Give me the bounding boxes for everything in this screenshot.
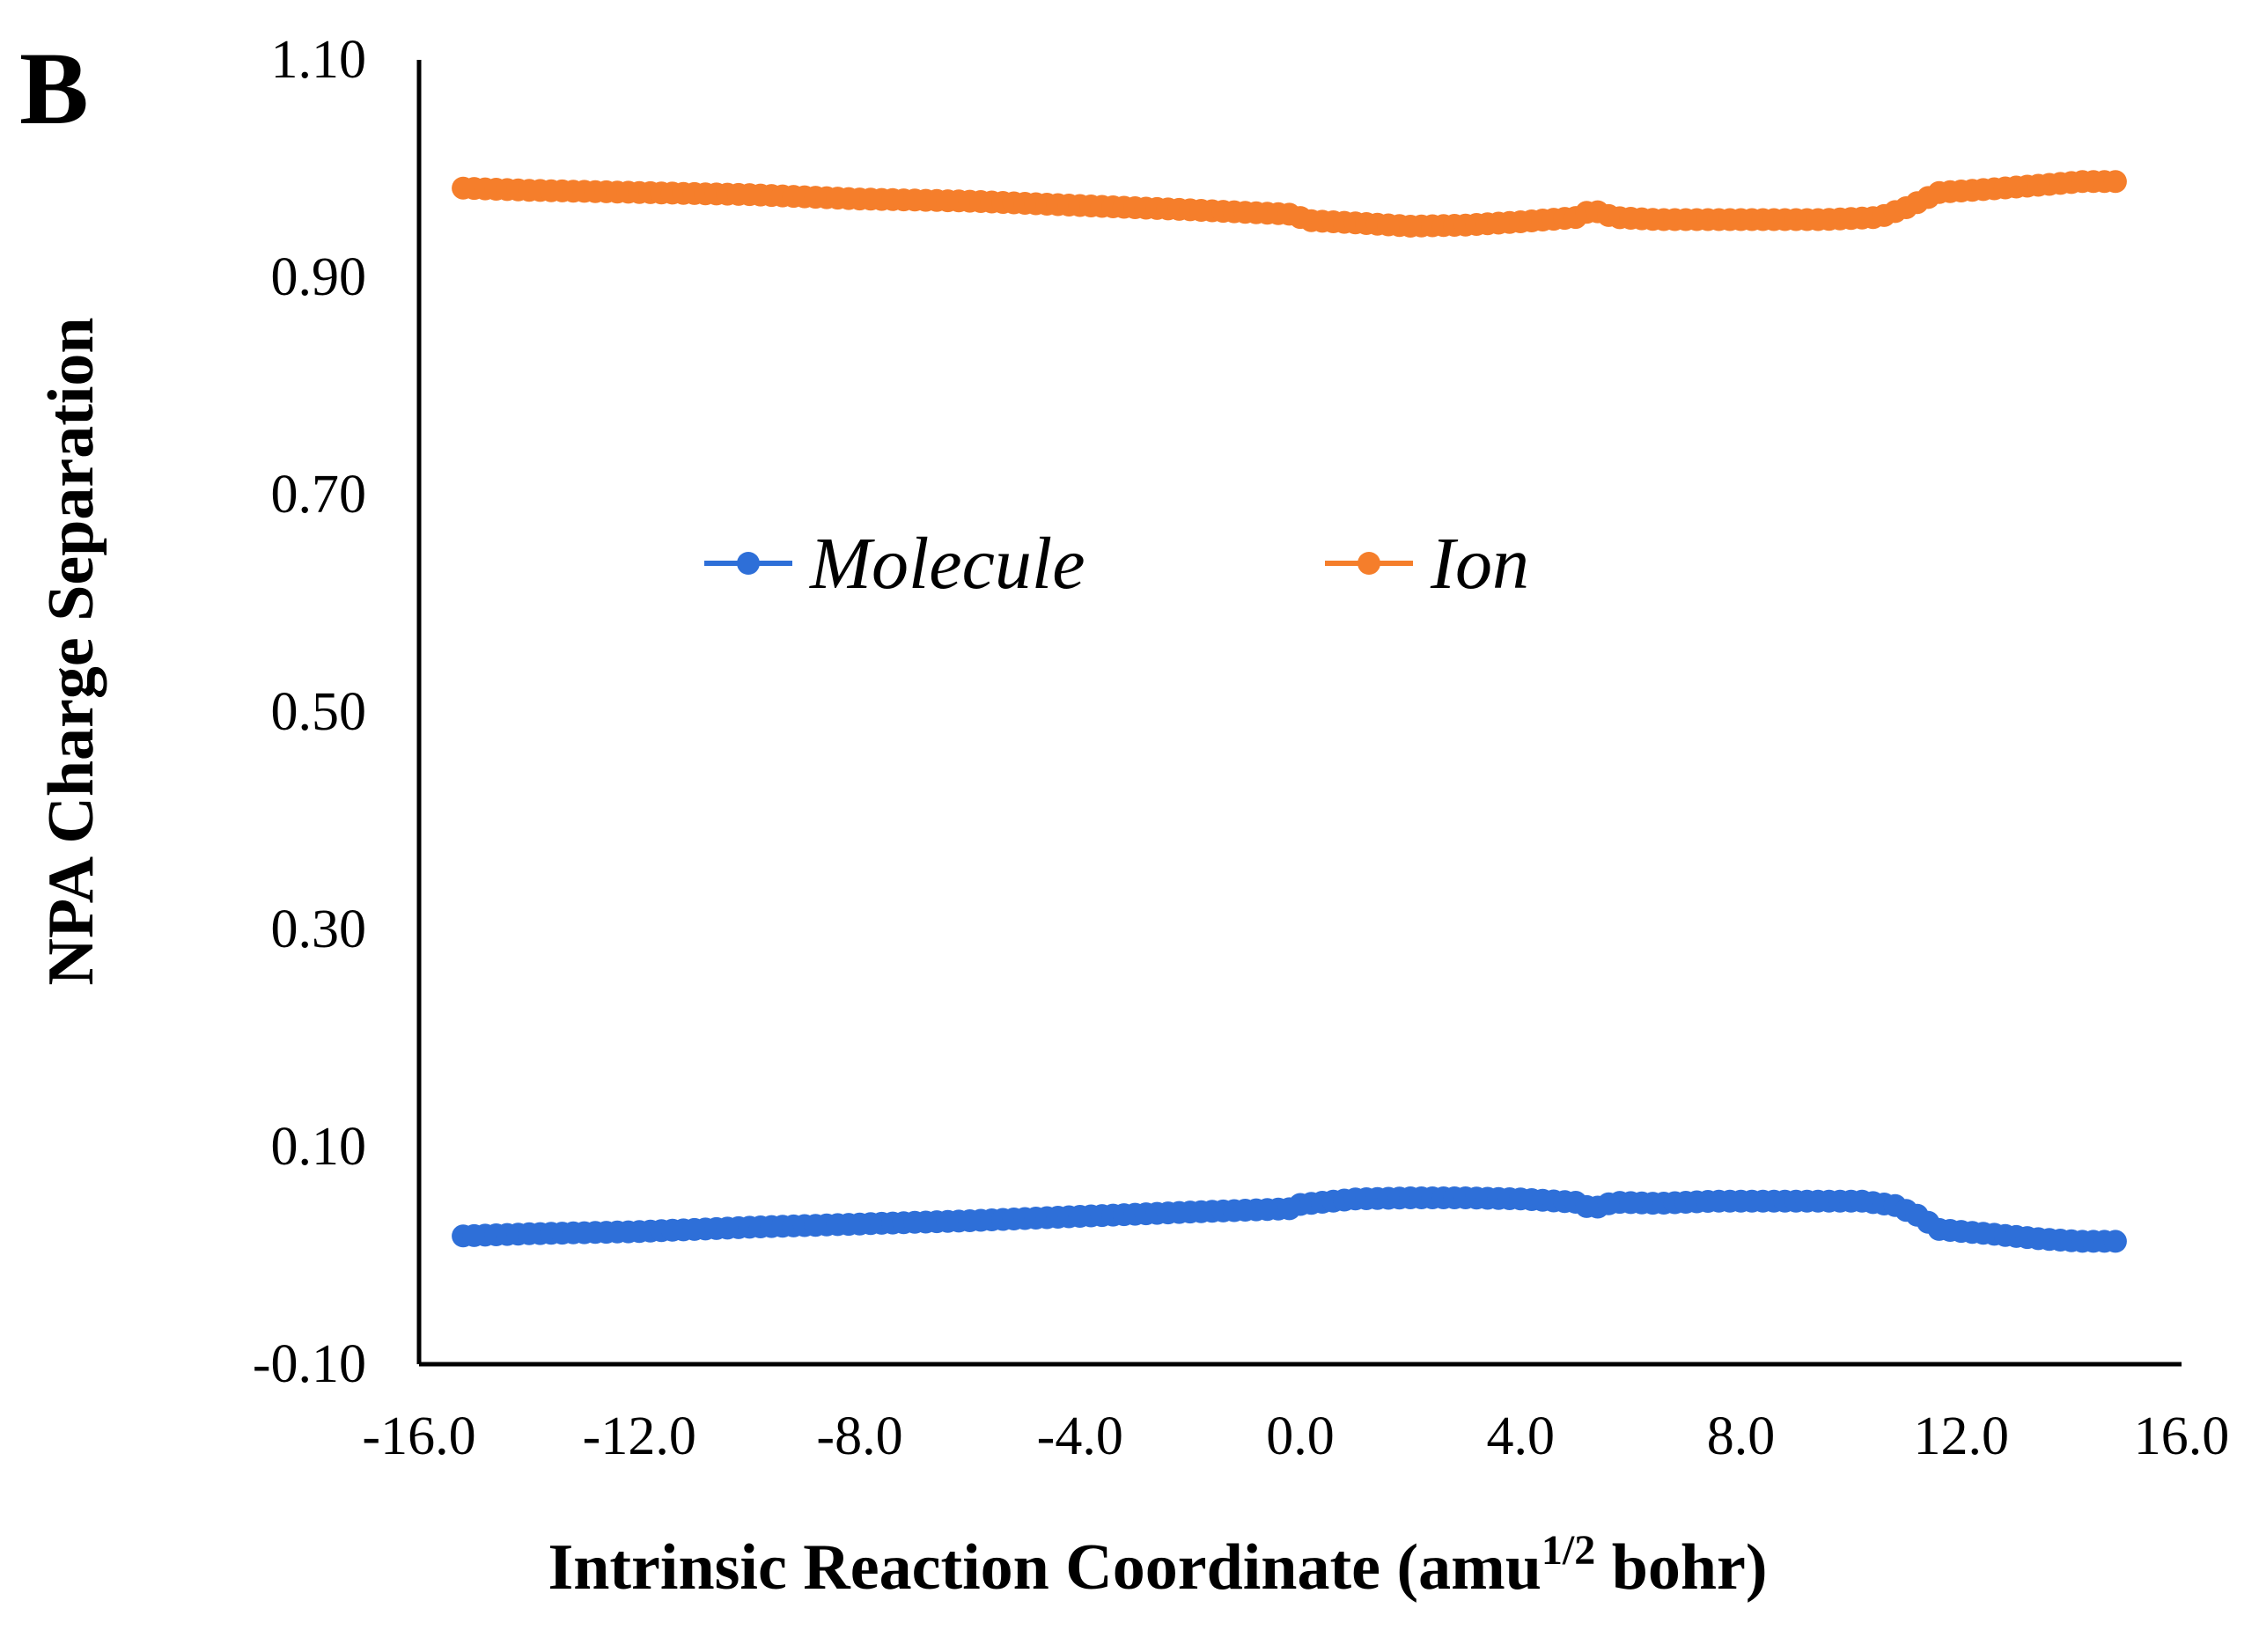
plot-area [452,170,2127,1253]
y-tick-label: 0.30 [271,899,367,959]
y-tick-label: 0.10 [271,1117,367,1177]
series-ion [452,170,2127,238]
x-tick-label: 12.0 [1914,1406,2010,1466]
y-tick-label: 0.50 [271,682,367,742]
x-tick-label: 8.0 [1707,1406,1776,1466]
legend-label: Molecule [809,523,1085,605]
axes [416,60,2182,1367]
legend-item-molecule: Molecule [704,523,1085,605]
legend-item-ion: Ion [1325,523,1529,605]
data-point-molecule [2103,1230,2127,1253]
x-axis-title-main: Intrinsic Reaction Coordinate (amu [548,1531,1541,1604]
x-tick-label: 0.0 [1266,1406,1335,1466]
legend-swatch-marker [1358,552,1380,575]
y-axis-title: NPA Charge Separation [35,317,107,985]
panel-label: B [19,31,89,146]
tick-labels: -0.10 0.10 0.30 0.50 0.70 0.90 1.10 -16.0 -12.0 -… [253,30,2229,1466]
x-axis-title-superscript: 1/2 [1542,1527,1595,1574]
legend: Molecule Ion [704,523,1529,605]
x-tick-label: -12.0 [583,1406,696,1466]
y-tick-label: 0.70 [271,465,367,525]
legend-label: Ion [1430,523,1529,605]
y-tick-label: -0.10 [253,1334,366,1394]
data-point-ion [2103,170,2127,194]
x-axis-title: Intrinsic Reaction Coordinate (amu1/2 bo… [548,1527,1767,1604]
series-molecule [452,1186,2127,1253]
y-tick-label: 1.10 [271,30,367,90]
x-tick-label: -4.0 [1037,1406,1123,1466]
x-tick-label: -8.0 [816,1406,902,1466]
x-tick-label: -16.0 [362,1406,475,1466]
legend-swatch-marker [737,552,760,575]
y-tick-label: 0.90 [271,247,367,307]
x-tick-label: 16.0 [2134,1406,2230,1466]
x-axis-title-suffix: bohr) [1595,1531,1767,1604]
x-tick-label: 4.0 [1487,1406,1556,1466]
